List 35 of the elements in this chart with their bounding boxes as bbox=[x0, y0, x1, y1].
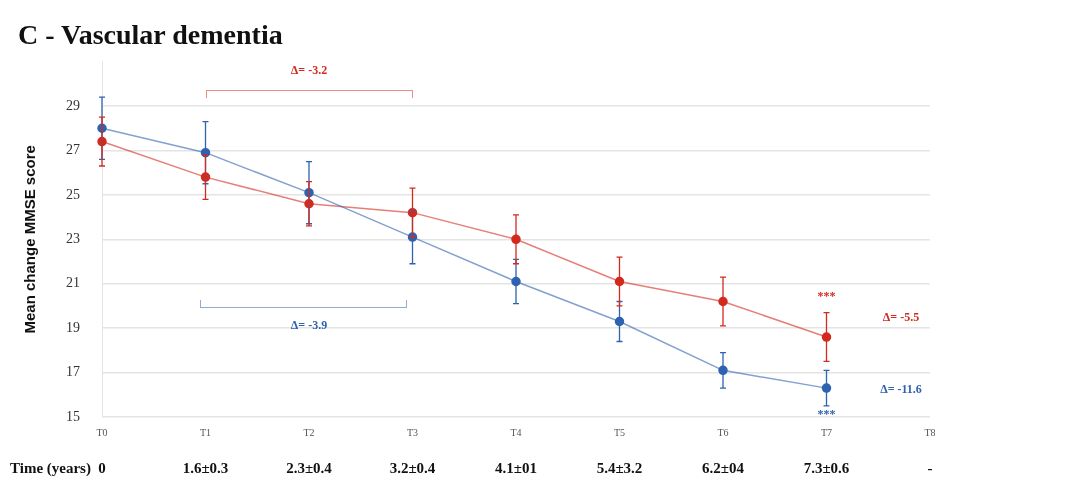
text: 3.2±0.4 bbox=[389, 459, 436, 476]
text: 5.4±3.2 bbox=[596, 459, 643, 476]
text: - bbox=[927, 459, 933, 476]
x-tick-label: T1 bbox=[199, 426, 212, 438]
x-tick-label: T4 bbox=[510, 426, 522, 438]
annotation: Δ= -3.2 bbox=[290, 62, 328, 77]
text: 7.3±0.6 bbox=[803, 459, 850, 476]
annotation: Δ= -5.5 bbox=[882, 310, 920, 325]
y-tick-label: 21 bbox=[66, 275, 80, 291]
y-tick-label: 27 bbox=[66, 142, 80, 158]
y-tick-label: 19 bbox=[66, 319, 80, 335]
annotation: Δ= -3.9 bbox=[290, 318, 328, 333]
text: 4.1±01 bbox=[495, 459, 537, 476]
x-tick-label: T7 bbox=[820, 426, 833, 438]
x-axis-title: Time (years) bbox=[10, 459, 91, 477]
x-tick-label: T6 bbox=[717, 426, 729, 438]
annotation: *** bbox=[817, 289, 836, 304]
x-tick-label: T5 bbox=[613, 426, 626, 438]
x-tick-label: T2 bbox=[303, 426, 315, 438]
text: 0 bbox=[98, 459, 106, 476]
y-axis-title: Mean change MMSE score bbox=[21, 145, 39, 334]
x-tick-label: T0 bbox=[96, 426, 108, 438]
y-tick-label: 25 bbox=[66, 186, 80, 202]
text: 6.2±04 bbox=[702, 459, 745, 476]
annotation: *** bbox=[817, 406, 836, 421]
y-tick-label: 17 bbox=[66, 364, 80, 380]
y-tick-label: 15 bbox=[66, 408, 80, 424]
text: 1.6±0.3 bbox=[182, 459, 229, 476]
x-tick-label: T8 bbox=[924, 426, 936, 438]
chart-title: C - Vascular dementia bbox=[18, 19, 283, 51]
y-tick-label: 29 bbox=[66, 97, 80, 113]
y-tick-label: 23 bbox=[66, 230, 80, 246]
x-tick-label: T3 bbox=[406, 426, 419, 438]
annotation: Δ= -11.6 bbox=[880, 382, 922, 397]
text: 2.3±0.4 bbox=[286, 459, 333, 476]
